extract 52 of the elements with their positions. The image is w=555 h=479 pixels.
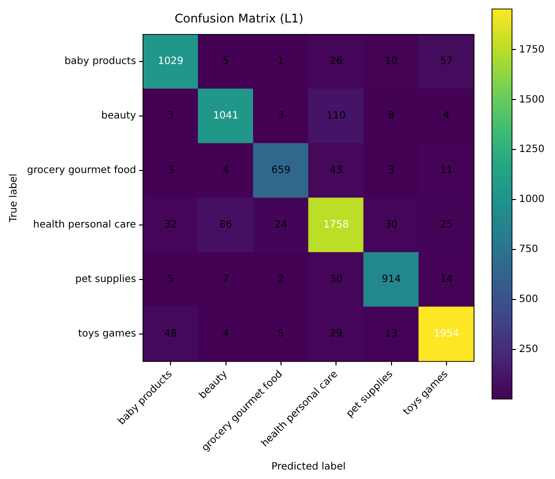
y-tick-label: pet supplies xyxy=(75,274,136,286)
data-label: 5 xyxy=(167,274,174,286)
data-label: 3 xyxy=(167,165,174,176)
y-tick-label: toys games xyxy=(78,328,136,340)
data-label: 24 xyxy=(274,220,288,231)
y-tick-label: beauty xyxy=(101,110,136,122)
x-axis-title: Predicted label xyxy=(271,462,346,473)
data-label: 4 xyxy=(222,165,229,176)
color-bar-label: 1500 xyxy=(519,94,544,106)
data-label: 8 xyxy=(388,110,394,122)
data-label: 32 xyxy=(164,220,177,231)
data-label: 4 xyxy=(222,328,229,340)
data-label: 86 xyxy=(219,220,232,231)
color-bar-label: 250 xyxy=(519,344,538,355)
data-label: 5 xyxy=(222,56,229,68)
data-label: 26 xyxy=(330,56,342,68)
color-bar-label: 500 xyxy=(519,294,538,305)
data-label: 659 xyxy=(271,165,290,176)
data-label: 3 xyxy=(388,165,394,176)
data-label: 4 xyxy=(443,110,450,122)
data-label: 57 xyxy=(440,56,453,68)
data-label: 14 xyxy=(440,274,453,286)
y-tick-label: grocery gourmet food xyxy=(26,165,136,176)
color-bar-label: 1250 xyxy=(519,144,544,156)
data-label: 30 xyxy=(384,220,398,231)
data-label: 1029 xyxy=(158,56,184,68)
data-label: 43 xyxy=(330,165,342,176)
data-label: 25 xyxy=(440,220,453,231)
y-tick-label: baby products xyxy=(64,56,136,68)
data-label: 1758 xyxy=(323,220,349,231)
data-label: 10 xyxy=(384,56,398,68)
data-label: 48 xyxy=(164,328,177,340)
color-bar-label: 1750 xyxy=(519,44,544,56)
data-label: 29 xyxy=(330,328,342,340)
data-label: 1 xyxy=(278,56,284,68)
data-label: 110 xyxy=(326,110,346,122)
data-label: 3 xyxy=(278,110,284,122)
data-label: 2 xyxy=(278,274,284,286)
data-label: 3 xyxy=(167,110,174,122)
data-label: 11 xyxy=(440,165,453,176)
y-tick-label: health personal care xyxy=(33,220,136,231)
data-label: 1041 xyxy=(213,110,239,122)
y-axis-title: True label xyxy=(8,174,20,224)
color-bar-label: 1000 xyxy=(519,194,544,206)
data-label: 7 xyxy=(222,274,229,286)
data-label: 30 xyxy=(330,274,342,286)
data-label: 914 xyxy=(382,274,401,286)
chart-title: Confusion Matrix (L1) xyxy=(174,11,304,26)
color-bar-label: 750 xyxy=(519,244,538,256)
data-label: 1954 xyxy=(434,328,460,340)
data-label: 13 xyxy=(384,328,398,340)
data-label: 5 xyxy=(278,328,284,340)
